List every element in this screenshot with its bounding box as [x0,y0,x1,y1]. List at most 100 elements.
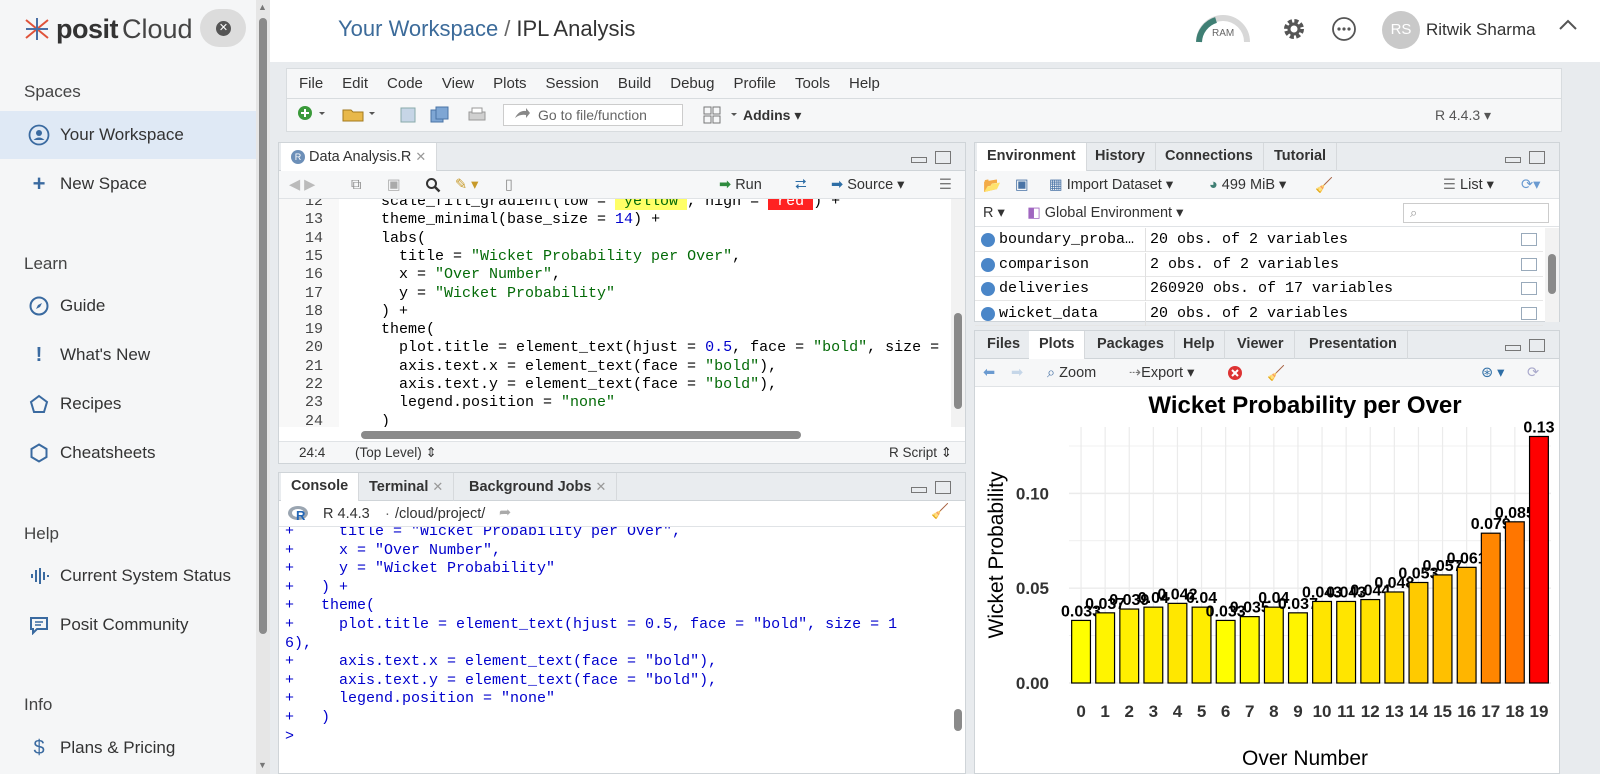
open-folder-icon[interactable] [341,105,377,126]
tab-tutorial[interactable]: Tutorial [1264,143,1338,171]
scroll-up-icon[interactable]: ▲ [258,2,267,12]
menu-profile[interactable]: Profile [733,75,776,92]
menu-build[interactable]: Build [617,75,652,92]
sidebar-scrollbar[interactable]: ▲ ▼ [256,0,270,774]
environment-row[interactable]: boundary_proba… 20 obs. of 2 variables [975,228,1543,252]
close-tab-icon[interactable]: ✕ [415,149,427,164]
sidebar-item-new-space[interactable]: + New Space [0,160,256,208]
language-menu[interactable]: R ▾ [983,205,1005,221]
compile-report-icon[interactable]: ▯ [505,177,513,193]
menu-debug[interactable]: Debug [670,75,715,92]
export-button[interactable]: ⇢Export ▾ [1129,365,1195,381]
more-options-icon[interactable] [1330,16,1358,44]
show-in-window-icon[interactable]: ⧉ [351,177,362,193]
expand-arrow-icon[interactable] [981,306,995,321]
sidebar-item-cheatsheets[interactable]: Cheatsheets [0,429,256,477]
save-file-icon[interactable]: ▣ [387,177,401,193]
posit-cloud-logo[interactable]: posit Cloud [24,12,193,46]
env-vscroll[interactable] [1545,228,1559,322]
tab-help[interactable]: Help [1173,331,1226,359]
tab-connections[interactable]: Connections [1155,143,1264,171]
menu-code[interactable]: Code [387,75,423,92]
new-file-icon[interactable] [297,105,327,126]
previous-plot-icon[interactable]: ⬅ [983,365,996,381]
editor-vscroll[interactable] [951,199,965,427]
memory-usage-button[interactable]: ◕ 499 MiB ▾ [1209,177,1287,193]
clear-console-icon[interactable]: 🧹 [931,504,950,520]
expand-arrow-icon[interactable] [981,233,995,247]
console-path[interactable]: /cloud/project/ [395,506,486,522]
expand-arrow-icon[interactable] [981,257,995,272]
file-type-menu[interactable]: R Script ⇕ [889,445,953,460]
pane-window-controls[interactable] [911,481,955,495]
environment-row[interactable]: comparison 2 obs. of 2 variables [975,252,1543,277]
ram-gauge[interactable]: RAM [1194,14,1252,44]
tab-background-jobs[interactable]: Background Jobs ✕ [459,473,618,501]
chevron-up-icon[interactable] [1554,14,1582,42]
menu-view[interactable]: View [441,75,475,92]
sidebar-item-guide[interactable]: Guide [0,282,256,330]
publish-icon[interactable]: ⊛ ▾ [1481,365,1505,381]
find-icon[interactable] [425,177,441,197]
env-vscroll-thumb[interactable] [1548,254,1556,294]
environment-search-input[interactable]: ⌕ [1403,203,1549,223]
editor-hscroll[interactable] [345,430,935,440]
import-dataset-button[interactable]: ▦ Import Dataset ▾ [1049,177,1174,193]
avatar[interactable]: RS [1382,11,1420,49]
tab-files[interactable]: Files [977,331,1032,359]
scroll-thumb[interactable] [259,18,267,634]
sidebar-item-whats-new[interactable]: ! What's New [0,331,256,379]
expand-arrow-icon[interactable] [981,282,995,296]
menu-plots[interactable]: Plots [493,75,527,92]
go-to-file-input[interactable]: Go to file/function [503,104,683,126]
sidebar-item-recipes[interactable]: Recipes [0,380,256,428]
sidebar-item-your-workspace[interactable]: Your Workspace [0,111,256,159]
close-tab-icon[interactable]: ✕ [432,479,444,494]
remove-plot-icon[interactable] [1227,365,1243,385]
save-workspace-icon[interactable]: ▣ [1015,177,1029,193]
code-editor[interactable]: 12 scale_fill_gradient(low = "yellow", h… [279,199,951,427]
scope-indicator[interactable]: (Top Level) ⇕ [355,445,437,460]
console-output[interactable]: + title = "Wicket Probability per Over",… [279,527,951,773]
console-vscroll[interactable] [951,529,965,745]
path-arrow-icon[interactable]: ➦ [499,505,512,521]
outline-icon[interactable]: ☰ [939,177,952,193]
user-name[interactable]: Ritwik Sharma [1426,20,1536,39]
grid-layout-icon[interactable] [703,106,741,127]
environment-row[interactable]: wicket_data 20 obs. of 2 variables [975,301,1543,326]
rerun-icon[interactable]: ⮂ [795,177,807,193]
environment-menu[interactable]: ◧ Global Environment ▾ [1027,205,1184,221]
refresh-icon[interactable]: ⟳▾ [1521,177,1541,193]
tab-environment[interactable]: Environment [977,143,1087,171]
clear-environment-icon[interactable]: 🧹 [1315,178,1334,194]
tab-console[interactable]: Console [281,473,360,501]
gear-icon[interactable] [1280,16,1308,44]
menu-file[interactable]: File [299,75,324,92]
view-table-icon[interactable] [1521,233,1537,246]
r-version-menu[interactable]: R 4.4.3 ▾ [1435,107,1492,123]
save-all-icon[interactable] [429,106,451,127]
scroll-down-icon[interactable]: ▼ [258,760,267,770]
tab-history[interactable]: History [1085,143,1156,171]
save-icon[interactable] [399,106,417,127]
next-plot-icon[interactable]: ➡ [1011,365,1024,381]
view-table-icon[interactable] [1521,306,1537,320]
tab-data-analysis-r[interactable]: R Data Analysis.R ✕ [281,143,438,171]
tab-viewer[interactable]: Viewer [1227,331,1295,359]
tab-presentation[interactable]: Presentation [1299,331,1408,359]
tab-terminal[interactable]: Terminal ✕ [359,473,455,501]
view-table-icon[interactable] [1521,257,1537,271]
menu-tools[interactable]: Tools [794,75,830,92]
run-button[interactable]: ➡ Run [719,177,762,193]
zoom-button[interactable]: ⌕ Zoom [1047,365,1096,381]
editor-vscroll-thumb[interactable] [954,313,962,409]
breadcrumb-workspace-link[interactable]: Your Workspace [338,16,499,41]
load-workspace-icon[interactable]: 📂 [983,178,1002,194]
environment-row[interactable]: deliveries 260920 obs. of 17 variables [975,277,1543,301]
editor-hscroll-thumb[interactable] [361,431,801,439]
refresh-plot-icon[interactable]: ⟳ [1527,365,1540,381]
back-forward-icon[interactable]: ◀ ▶ [289,177,316,193]
close-sidebar-button[interactable]: ✕ [200,9,246,47]
view-table-icon[interactable] [1521,282,1537,295]
sidebar-item-community[interactable]: Posit Community [0,601,256,649]
